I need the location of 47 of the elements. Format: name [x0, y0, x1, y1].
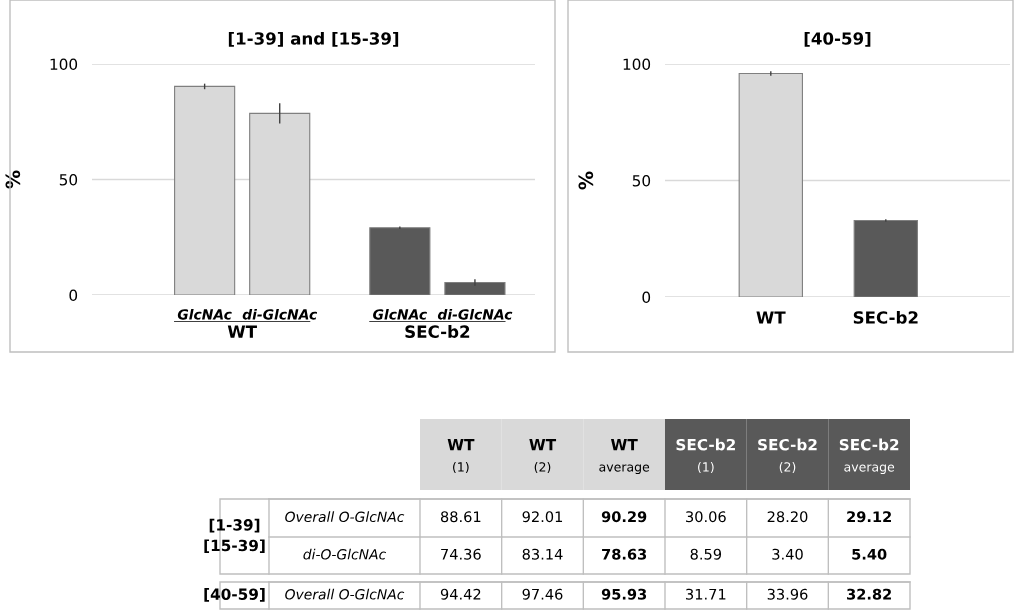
chart-title: [40-59]	[804, 31, 871, 47]
category-label: [40-59]	[204, 588, 265, 602]
chart-title: [1-39] and [15-39]	[228, 31, 399, 47]
text: 33.96	[767, 588, 808, 600]
y-axis-title: %	[578, 171, 594, 190]
text: 92.01	[522, 511, 563, 523]
text: 29.12	[847, 511, 891, 523]
y-tick-label: 0	[69, 289, 78, 302]
category-label: [1-39] [15-39]	[204, 518, 265, 554]
y-tick-label: 0	[642, 291, 651, 304]
category-label: Overall O-GlcNAc	[285, 511, 405, 523]
y-tick-label: 100	[50, 58, 78, 71]
y-tick-label: 100	[623, 58, 651, 71]
text: WT	[227, 325, 257, 338]
text: 5.40	[852, 548, 887, 560]
x-tick-label: WT	[756, 311, 786, 324]
text: 30.06	[686, 511, 726, 523]
text: 97.46	[522, 588, 563, 600]
y-axis-title: %	[5, 170, 21, 189]
x-tick-label: di-GlcNAc	[242, 308, 318, 320]
category-label: WT average	[599, 439, 650, 475]
x-tick-label: di-GlcNAc	[437, 308, 513, 320]
category-label: SEC-b2 (2)	[758, 438, 817, 474]
y-tick-label: 50	[59, 173, 78, 186]
text: 28.20	[767, 511, 808, 523]
text: 95.93	[601, 588, 647, 600]
category-label: SEC-b2 average	[839, 438, 899, 475]
text: 94.42	[440, 588, 481, 600]
category-label: SEC-b2 (1)	[676, 438, 735, 474]
text: 74.36	[441, 548, 481, 560]
y-tick-label: 50	[632, 174, 651, 187]
x-tick-label: GlcNAc	[177, 308, 232, 320]
category-label: WT (2)	[529, 439, 557, 474]
text: 32.82	[847, 588, 891, 600]
text: 88.61	[440, 511, 481, 523]
text: 31.71	[686, 588, 726, 600]
text: 90.29	[601, 511, 647, 523]
text: SEC-b2	[405, 325, 470, 338]
text: 83.14	[522, 548, 563, 560]
category-label: di-O-GlcNAc	[303, 548, 387, 560]
text: 8.59	[690, 548, 722, 560]
x-tick-label: SEC-b2	[853, 310, 918, 324]
text: 3.40	[772, 548, 803, 560]
text: 78.63	[602, 548, 647, 560]
category-label: Overall O-GlcNAc	[285, 588, 405, 600]
category-label: WT (1)	[447, 439, 475, 474]
x-tick-label: GlcNAc	[373, 308, 427, 320]
